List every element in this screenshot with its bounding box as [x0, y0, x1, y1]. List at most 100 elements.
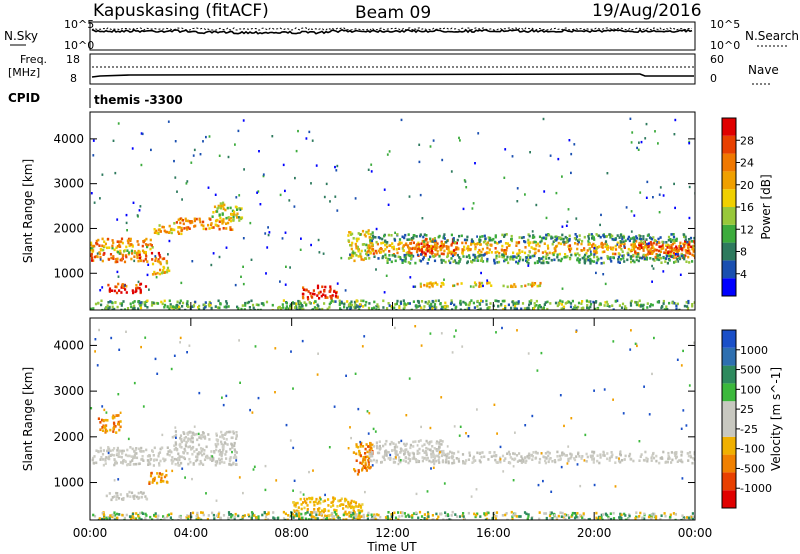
velocity-cell: [120, 455, 123, 459]
nsky-trace: [91, 28, 693, 35]
power-cell: [542, 255, 545, 259]
power-cell: [242, 119, 245, 122]
power-cell: [259, 308, 262, 310]
power-cell: [403, 259, 406, 262]
velocity-cell: [409, 443, 412, 447]
power-cell: [531, 281, 534, 285]
power-cell: [645, 196, 648, 199]
power-cell: [538, 260, 541, 263]
power-cell: [450, 170, 453, 173]
velocity-cell: [436, 454, 439, 458]
velocity-cell: [593, 389, 595, 392]
power-cell: [403, 255, 406, 259]
colorbar-block: [722, 224, 736, 243]
power-cell: [688, 216, 691, 220]
velocity-cell: [122, 497, 125, 500]
cpid-value: themis -3300: [94, 93, 183, 107]
power-cell: [186, 228, 189, 231]
velocity-cell: [291, 512, 294, 516]
velocity-cell: [137, 497, 140, 500]
power-cell: [432, 245, 435, 248]
power-cell: [324, 296, 327, 299]
velocity-cell: [355, 513, 358, 516]
power-cell: [385, 245, 389, 249]
velocity-cell: [495, 514, 498, 518]
power-cell: [577, 305, 580, 309]
power-cell: [93, 201, 96, 204]
power-cell: [357, 305, 360, 308]
velocity-cell: [314, 500, 317, 504]
power-cell: [117, 122, 120, 125]
power-cell: [307, 297, 310, 301]
power-cell: [130, 257, 133, 261]
velocity-cell: [358, 516, 361, 520]
velocity-cell: [214, 463, 217, 467]
velocity-cell: [174, 446, 177, 450]
power-cell: [403, 236, 406, 240]
power-cell: [440, 252, 443, 256]
power-cell: [396, 251, 399, 255]
velocity-cell: [179, 436, 182, 440]
velocity-cell: [152, 464, 155, 467]
power-cell: [505, 246, 509, 249]
power-cell: [540, 261, 543, 265]
velocity-cell: [215, 461, 218, 465]
velocity-cell: [462, 461, 465, 465]
power-cell: [169, 305, 172, 308]
power-cell: [682, 254, 685, 257]
velocity-cell: [518, 459, 521, 462]
power-cell: [468, 307, 471, 310]
velocity-cell: [435, 454, 438, 458]
velocity-cell: [162, 457, 165, 461]
power-cell: [576, 252, 579, 255]
velocity-cell: [106, 449, 109, 453]
power-cell: [687, 251, 690, 255]
power-cell: [626, 237, 630, 241]
velocity-cell: [153, 446, 156, 450]
velocity-cell: [402, 442, 406, 446]
power-cell: [172, 308, 175, 310]
velocity-cell: [430, 467, 432, 470]
power-cell: [486, 257, 489, 261]
power-cell: [377, 305, 380, 308]
power-cell: [118, 243, 121, 246]
power-cell: [559, 299, 562, 303]
velocity-cell: [215, 445, 218, 448]
power-cell: [682, 233, 685, 236]
power-cell: [218, 220, 221, 223]
power-cell: [642, 235, 645, 238]
power-cell: [472, 253, 475, 257]
velocity-cell: [462, 515, 465, 518]
power-cell: [368, 246, 371, 250]
velocity-cell: [103, 408, 106, 412]
colorbar-tick-label: 25: [740, 403, 754, 416]
velocity-cell: [229, 447, 232, 451]
power-cell: [672, 248, 676, 252]
power-cell: [585, 257, 588, 261]
power-cell: [455, 247, 458, 251]
velocity-cell: [104, 428, 107, 432]
velocity-cell: [121, 449, 124, 453]
power-cell: [309, 292, 312, 295]
power-cell: [101, 286, 104, 289]
velocity-cell: [129, 495, 132, 498]
power-cell: [218, 213, 221, 217]
velocity-cell: [378, 440, 381, 443]
power-cell: [398, 247, 401, 250]
power-cell: [563, 243, 566, 246]
velocity-cell: [133, 381, 136, 385]
power-cell: [365, 300, 368, 304]
power-cell: [126, 249, 129, 252]
power-cell: [219, 216, 222, 220]
velocity-cell: [643, 512, 646, 516]
power-cell: [544, 250, 547, 253]
velocity-cell: [429, 332, 432, 335]
power-cell: [282, 299, 285, 302]
power-cell: [229, 219, 232, 223]
velocity-cell: [186, 351, 188, 354]
velocity-cell: [102, 419, 105, 422]
velocity-cell: [527, 513, 530, 516]
velocity-cell: [101, 458, 105, 461]
power-cell: [399, 257, 402, 261]
power-cell: [680, 245, 682, 248]
